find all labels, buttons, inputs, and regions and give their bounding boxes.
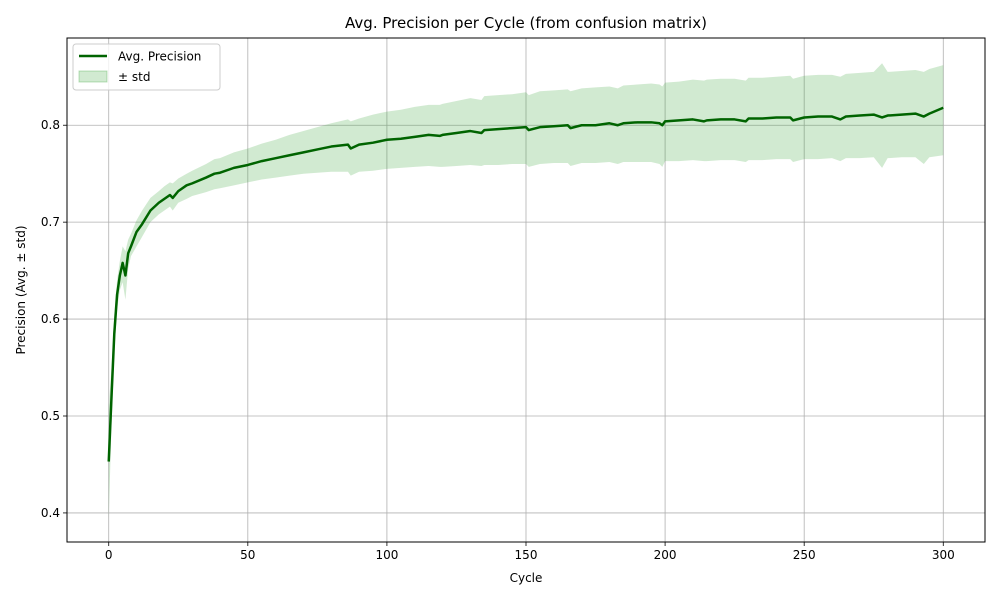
x-tick-label: 200 <box>654 548 677 562</box>
legend-label-avg-precision: Avg. Precision <box>118 50 201 64</box>
y-tick-label: 0.4 <box>41 506 60 520</box>
std-band-layer <box>108 63 944 518</box>
x-tick-label: 100 <box>375 548 398 562</box>
y-tick-label: 0.5 <box>41 409 60 423</box>
legend-band-swatch <box>78 70 108 83</box>
x-tick-label: 150 <box>515 548 538 562</box>
legend-label-std: ± std <box>118 70 150 84</box>
x-tick-label: 300 <box>932 548 955 562</box>
x-axis-title: Cycle <box>510 571 543 585</box>
avg-precision-line <box>107 106 944 462</box>
y-axis-title: Precision (Avg. ± std) <box>14 225 28 354</box>
y-axis-ticks: 0.4 0.5 0.6 0.7 0.8 <box>41 118 67 520</box>
legend-box <box>72 43 221 91</box>
grid <box>67 38 985 542</box>
y-tick-label: 0.8 <box>41 118 60 132</box>
chart-title: Avg. Precision per Cycle (from confusion… <box>345 14 707 32</box>
x-tick-label: 50 <box>240 548 255 562</box>
x-tick-label: 250 <box>793 548 816 562</box>
series-line-layer <box>107 106 944 462</box>
y-tick-label: 0.7 <box>41 215 60 229</box>
legend: Avg. Precision ± std <box>72 43 221 91</box>
x-axis-ticks: 0 50 100 150 200 250 300 <box>105 542 955 562</box>
y-tick-label: 0.6 <box>41 312 60 326</box>
x-tick-label: 0 <box>105 548 113 562</box>
std-band <box>108 63 944 518</box>
